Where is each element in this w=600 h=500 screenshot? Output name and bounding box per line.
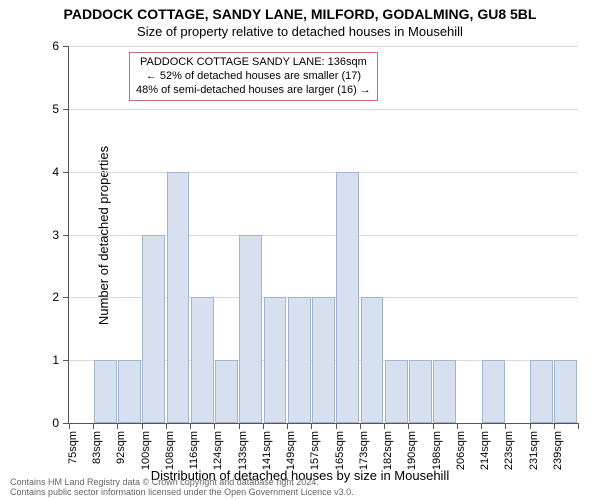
- y-tick-label: 6: [52, 39, 59, 53]
- x-tick-label: 173sqm: [358, 431, 370, 470]
- x-tick: [93, 423, 94, 429]
- histogram-bar: [336, 172, 359, 423]
- x-tick-label: 141sqm: [261, 431, 273, 470]
- histogram-bar: [554, 360, 577, 423]
- x-tick: [69, 423, 70, 429]
- y-tick: [63, 297, 69, 298]
- x-tick: [287, 423, 288, 429]
- footer-line: Contains public sector information licen…: [10, 488, 354, 497]
- x-tick: [505, 423, 506, 429]
- x-tick-label: 239sqm: [552, 431, 564, 470]
- x-tick: [190, 423, 191, 429]
- histogram-bar: [118, 360, 141, 423]
- histogram-bar: [482, 360, 505, 423]
- x-tick: [433, 423, 434, 429]
- x-tick-label: 133sqm: [237, 431, 249, 470]
- x-tick: [384, 423, 385, 429]
- x-tick-label: 75sqm: [67, 431, 79, 464]
- y-tick-label: 4: [52, 165, 59, 179]
- gridline: [69, 172, 578, 173]
- histogram-bar: [167, 172, 190, 423]
- annotation-line: PADDOCK COTTAGE SANDY LANE: 136sqm: [136, 56, 371, 70]
- footer-attribution: Contains HM Land Registry data © Crown c…: [10, 478, 354, 497]
- x-tick-label: 223sqm: [503, 431, 515, 470]
- x-tick-label: 231sqm: [528, 431, 540, 470]
- histogram-bar: [312, 297, 335, 423]
- x-tick-label: 108sqm: [164, 431, 176, 470]
- histogram-bar: [385, 360, 408, 423]
- histogram-bar: [288, 297, 311, 423]
- y-tick-label: 1: [52, 353, 59, 367]
- histogram-bar: [409, 360, 432, 423]
- histogram-bar: [215, 360, 238, 423]
- histogram-bar: [264, 297, 287, 423]
- x-tick: [263, 423, 264, 429]
- annotation-box: PADDOCK COTTAGE SANDY LANE: 136sqm ← 52%…: [129, 52, 378, 101]
- x-tick: [530, 423, 531, 429]
- y-tick-label: 2: [52, 290, 59, 304]
- x-tick-label: 198sqm: [431, 431, 443, 470]
- x-tick: [142, 423, 143, 429]
- chart-title: PADDOCK COTTAGE, SANDY LANE, MILFORD, GO…: [0, 6, 600, 22]
- x-tick: [360, 423, 361, 429]
- y-tick-label: 5: [52, 102, 59, 116]
- y-tick: [63, 235, 69, 236]
- histogram-bar: [191, 297, 214, 423]
- chart-subtitle: Size of property relative to detached ho…: [0, 24, 600, 39]
- x-tick: [214, 423, 215, 429]
- x-tick: [481, 423, 482, 429]
- gridline: [69, 109, 578, 110]
- x-tick: [457, 423, 458, 429]
- x-tick-label: 116sqm: [188, 431, 200, 469]
- y-tick-label: 0: [52, 416, 59, 430]
- x-tick: [311, 423, 312, 429]
- y-tick: [63, 172, 69, 173]
- plot-area: 012345675sqm83sqm92sqm100sqm108sqm116sqm…: [68, 46, 578, 424]
- gridline: [69, 46, 578, 47]
- y-tick: [63, 46, 69, 47]
- x-tick: [554, 423, 555, 429]
- chart-container: PADDOCK COTTAGE, SANDY LANE, MILFORD, GO…: [0, 0, 600, 500]
- histogram-bar: [433, 360, 456, 423]
- histogram-bar: [142, 235, 165, 424]
- x-tick-label: 206sqm: [455, 431, 467, 470]
- histogram-bar: [94, 360, 117, 423]
- histogram-bar: [530, 360, 553, 423]
- x-tick: [239, 423, 240, 429]
- x-tick-label: 190sqm: [406, 431, 418, 470]
- y-tick: [63, 109, 69, 110]
- x-tick-label: 182sqm: [382, 431, 394, 470]
- x-tick-label: 165sqm: [334, 431, 346, 470]
- annotation-line: 48% of semi-detached houses are larger (…: [136, 84, 371, 98]
- x-tick-label: 149sqm: [285, 431, 297, 470]
- x-tick-label: 157sqm: [309, 431, 321, 470]
- histogram-bar: [239, 235, 262, 424]
- x-tick: [336, 423, 337, 429]
- x-tick-label: 92sqm: [115, 431, 127, 464]
- x-tick: [117, 423, 118, 429]
- x-tick-label: 214sqm: [479, 431, 491, 470]
- histogram-bar: [361, 297, 384, 423]
- x-tick: [578, 423, 579, 429]
- x-tick: [408, 423, 409, 429]
- x-tick-label: 83sqm: [91, 431, 103, 464]
- x-tick-label: 124sqm: [212, 431, 224, 470]
- annotation-line: ← 52% of detached houses are smaller (17…: [136, 70, 371, 84]
- x-tick: [166, 423, 167, 429]
- y-tick: [63, 360, 69, 361]
- x-tick-label: 100sqm: [140, 431, 152, 470]
- y-tick-label: 3: [52, 228, 59, 242]
